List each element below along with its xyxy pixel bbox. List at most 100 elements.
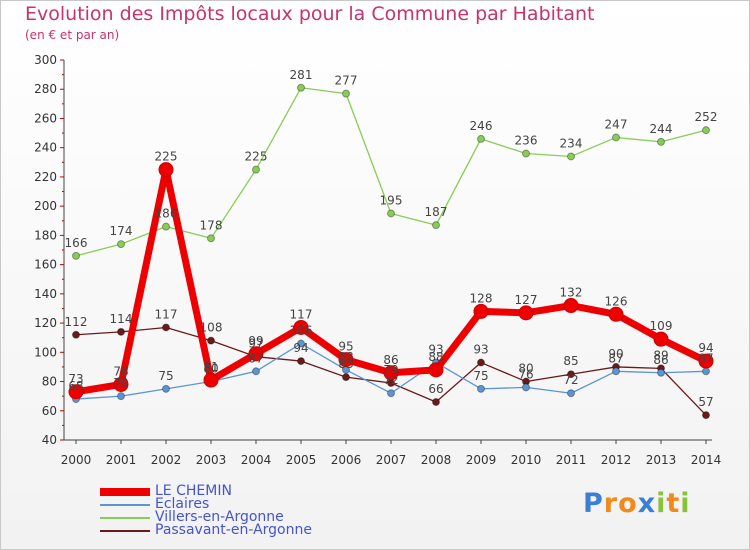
data-point — [297, 357, 305, 366]
data-label: 81 — [203, 360, 218, 374]
data-label: 90 — [608, 347, 623, 361]
data-point — [432, 398, 440, 406]
data-label: 94 — [698, 341, 713, 355]
data-point — [567, 152, 575, 161]
data-label: 72 — [383, 373, 398, 387]
data-label: 57 — [698, 395, 713, 409]
y-tick-label: 120 — [34, 316, 57, 330]
data-label: 89 — [653, 348, 668, 362]
data-point — [293, 319, 309, 335]
x-tick-label: 2010 — [511, 453, 542, 467]
data-label: 93 — [428, 343, 443, 357]
logo-letter: r — [603, 488, 619, 519]
logo-letter: i — [656, 488, 667, 519]
legend-label: Passavant-en-Argonne — [155, 522, 312, 538]
logo-letter: i — [680, 488, 691, 519]
data-label: 86 — [653, 353, 668, 367]
data-point — [698, 353, 714, 369]
data-point — [563, 298, 579, 314]
data-point — [522, 383, 530, 392]
data-label: 186 — [155, 207, 178, 221]
data-label: 87 — [698, 351, 713, 365]
data-label: 236 — [515, 134, 538, 148]
legend-label: Villers-en-Argonne — [155, 509, 284, 525]
data-label: 234 — [560, 136, 583, 150]
x-tick-label: 2014 — [691, 453, 722, 467]
data-point — [113, 376, 129, 392]
data-label: 277 — [335, 74, 358, 88]
data-label: 187 — [425, 205, 448, 219]
legend-item: LE CHEMIN — [100, 483, 360, 500]
x-tick-label: 2011 — [556, 453, 587, 467]
data-label: 126 — [605, 294, 628, 308]
data-label: 174 — [110, 224, 133, 238]
data-label: 80 — [203, 362, 218, 376]
data-label: 244 — [650, 122, 673, 136]
data-label: 247 — [605, 117, 628, 131]
data-label: 246 — [470, 119, 493, 133]
x-tick-label: 2004 — [241, 453, 272, 467]
data-point — [68, 384, 84, 400]
data-point — [518, 305, 534, 321]
chart-subtitle: (en € et par an) — [25, 28, 120, 42]
data-point — [608, 306, 624, 322]
data-label: 75 — [158, 369, 173, 383]
y-tick-label: 240 — [34, 141, 57, 155]
legend-swatch — [100, 488, 150, 496]
data-label: 195 — [380, 193, 403, 207]
data-point — [567, 389, 575, 398]
data-label: 95 — [338, 340, 353, 354]
x-tick-label: 2006 — [331, 453, 362, 467]
legend-swatch — [100, 517, 150, 519]
data-label: 87 — [608, 351, 623, 365]
data-label: 78 — [113, 364, 128, 378]
data-point — [117, 392, 125, 401]
data-point — [522, 149, 530, 158]
legend-item: Villers-en-Argonne — [100, 509, 360, 526]
x-tick-label: 2009 — [466, 453, 497, 467]
data-label: 88 — [338, 350, 353, 364]
data-point — [702, 411, 710, 420]
data-label: 85 — [563, 354, 578, 368]
legend-item: Passavant-en-Argonne — [100, 522, 360, 539]
y-tick-label: 260 — [34, 111, 57, 125]
data-label: 73 — [68, 372, 83, 386]
x-tick-label: 2012 — [601, 453, 632, 467]
data-label: 128 — [470, 291, 493, 305]
data-point — [702, 126, 710, 135]
data-label: 225 — [245, 150, 268, 164]
data-point — [117, 240, 125, 249]
y-tick-label: 180 — [34, 228, 57, 242]
data-label: 86 — [383, 353, 398, 367]
data-point — [162, 222, 170, 231]
y-tick-label: 300 — [34, 53, 57, 67]
x-tick-label: 2007 — [376, 453, 407, 467]
data-label: 72 — [563, 373, 578, 387]
data-label: 66 — [428, 382, 443, 396]
data-point — [477, 358, 485, 367]
data-label: 87 — [248, 351, 263, 365]
data-point — [72, 251, 80, 260]
data-label: 75 — [473, 369, 488, 383]
y-tick-label: 40 — [42, 433, 57, 447]
data-label: 108 — [200, 321, 223, 335]
data-label: 166 — [65, 236, 88, 250]
data-label: 117 — [155, 307, 178, 321]
data-point — [653, 331, 669, 347]
data-point — [203, 372, 219, 388]
y-tick-label: 140 — [34, 287, 57, 301]
data-point — [252, 367, 260, 376]
logo-letter: x — [637, 488, 657, 519]
data-point — [432, 221, 440, 230]
y-tick-label: 100 — [34, 345, 57, 359]
data-point — [383, 365, 399, 381]
y-tick-label: 200 — [34, 199, 57, 213]
data-point — [207, 234, 215, 243]
data-point — [477, 134, 485, 143]
data-point — [473, 303, 489, 319]
data-label: 109 — [650, 319, 673, 333]
data-label: 80 — [518, 362, 533, 376]
chart-title: Evolution des Impôts locaux pour la Comm… — [25, 3, 595, 25]
